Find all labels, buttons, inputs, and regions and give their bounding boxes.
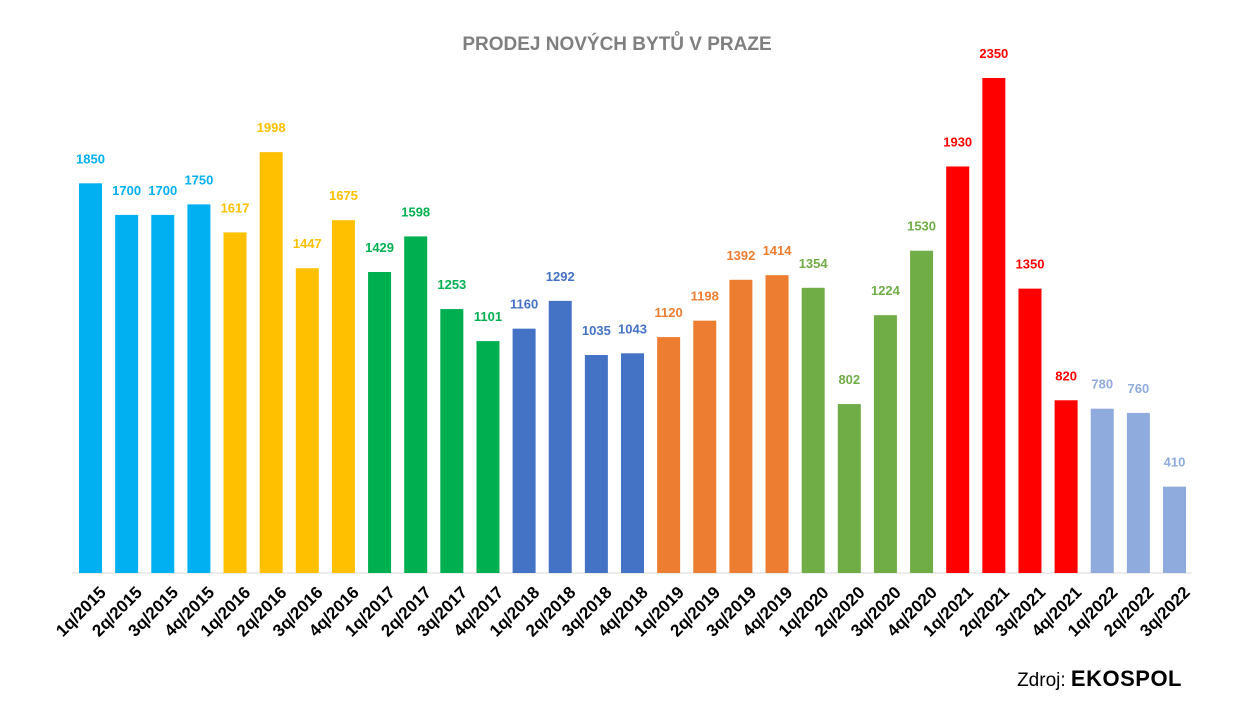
category-labels-group: 1q/20152q/20153q/20154q/20151q/20162q/20… bbox=[52, 583, 1194, 641]
bar-4q/2018 bbox=[621, 353, 644, 573]
value-label-3q/2022: 410 bbox=[1164, 455, 1186, 470]
value-label-3q/2015: 1700 bbox=[148, 183, 177, 198]
value-label-4q/2020: 1530 bbox=[907, 219, 936, 234]
value-label-2q/2019: 1198 bbox=[691, 289, 719, 304]
bar-1q/2021 bbox=[946, 166, 970, 573]
source-note: Zdroj: EKOSPOL bbox=[1017, 666, 1182, 692]
value-label-3q/2017: 1253 bbox=[437, 277, 466, 292]
value-labels-group: 1850 1700 1700 1750 1617 1998 1447 1675 1429 1598… bbox=[76, 46, 1185, 470]
value-label-3q/2021: 1350 bbox=[1016, 257, 1045, 272]
value-label-2q/2020: 802 bbox=[838, 372, 860, 387]
bar-2q/2016 bbox=[259, 152, 283, 573]
value-label-3q/2019: 1392 bbox=[726, 248, 755, 263]
value-label-3q/2016: 1447 bbox=[293, 236, 322, 251]
bar-2q/2018 bbox=[548, 300, 572, 573]
value-label-2q/2022: 760 bbox=[1128, 381, 1150, 396]
bar-4q/2017 bbox=[476, 341, 500, 573]
value-label-1q/2020: 1354 bbox=[799, 256, 829, 271]
bar-1q/2017 bbox=[368, 272, 392, 573]
value-label-2q/2015: 1700 bbox=[112, 183, 141, 198]
value-label-2q/2017: 1598 bbox=[401, 204, 430, 219]
value-label-4q/2021: 820 bbox=[1055, 368, 1077, 383]
bar-3q/2015 bbox=[151, 214, 175, 573]
source-prefix: Zdroj: bbox=[1017, 670, 1066, 691]
bar-3q/2016 bbox=[295, 268, 319, 573]
bar-3q/2022 bbox=[1163, 486, 1186, 573]
bar-2q/2015 bbox=[115, 214, 139, 573]
value-label-1q/2017: 1429 bbox=[365, 240, 394, 255]
bar-4q/2015 bbox=[187, 204, 211, 573]
bar-1q/2015 bbox=[79, 183, 102, 573]
bar-4q/2019 bbox=[765, 275, 789, 573]
bar-3q/2019 bbox=[729, 279, 753, 573]
value-label-1q/2016: 1617 bbox=[221, 200, 250, 215]
bar-3q/2018 bbox=[584, 354, 608, 573]
bar-3q/2017 bbox=[440, 309, 464, 573]
source-brand: EKOSPOL bbox=[1070, 666, 1182, 691]
bar-1q/2019 bbox=[657, 337, 681, 573]
chart-title: PRODEJ NOVÝCH BYTŮ V PRAZE bbox=[462, 34, 772, 55]
bar-3q/2021 bbox=[1018, 288, 1042, 573]
bar-4q/2021 bbox=[1054, 400, 1078, 573]
value-label-2q/2021: 2350 bbox=[979, 46, 1008, 61]
bar-2q/2020 bbox=[837, 404, 861, 573]
value-label-4q/2018: 1043 bbox=[618, 321, 647, 336]
value-label-4q/2016: 1675 bbox=[329, 188, 358, 203]
bar-2q/2017 bbox=[404, 236, 428, 573]
value-label-1q/2022: 780 bbox=[1091, 377, 1113, 392]
value-label-1q/2021: 1930 bbox=[943, 134, 972, 149]
value-label-3q/2018: 1035 bbox=[582, 323, 611, 338]
value-label-1q/2015: 1850 bbox=[76, 151, 105, 166]
value-label-1q/2019: 1120 bbox=[655, 305, 683, 320]
bars-group bbox=[79, 78, 1186, 573]
bar-2q/2019 bbox=[693, 320, 717, 573]
bar-1q/2018 bbox=[512, 328, 536, 573]
value-label-4q/2017: 1101 bbox=[474, 309, 502, 324]
bar-2q/2022 bbox=[1126, 412, 1150, 573]
value-label-2q/2018: 1292 bbox=[546, 269, 575, 284]
bar-4q/2016 bbox=[331, 220, 355, 573]
bar-1q/2016 bbox=[223, 232, 247, 573]
bar-4q/2020 bbox=[910, 250, 934, 573]
value-label-4q/2015: 1750 bbox=[184, 172, 213, 187]
value-label-3q/2020: 1224 bbox=[871, 283, 901, 298]
value-label-1q/2018: 1160 bbox=[510, 297, 538, 312]
value-label-2q/2016: 1998 bbox=[257, 120, 286, 135]
bar-1q/2022 bbox=[1090, 408, 1114, 573]
bar-1q/2020 bbox=[801, 287, 825, 573]
bar-3q/2020 bbox=[873, 315, 897, 573]
bar-2q/2021 bbox=[982, 78, 1006, 573]
value-label-4q/2019: 1414 bbox=[763, 243, 793, 258]
